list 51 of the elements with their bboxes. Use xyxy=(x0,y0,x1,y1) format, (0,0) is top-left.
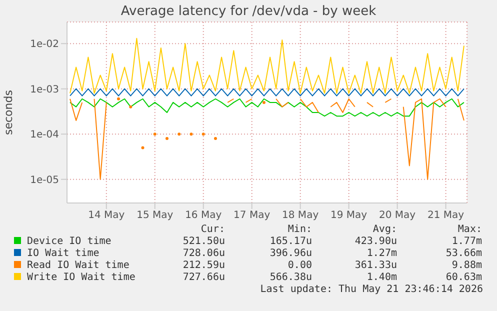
point xyxy=(166,136,168,140)
point xyxy=(214,136,217,140)
text: Avg: xyxy=(372,224,397,235)
text: 728.06u xyxy=(182,248,225,259)
x-tick-label: 14 May xyxy=(88,210,125,222)
legend-label: Device IO time xyxy=(26,236,112,247)
y-tick-label: 1e-02 xyxy=(30,39,59,50)
x-tick-label: 15 May xyxy=(136,210,174,222)
text: Cur: xyxy=(200,224,225,235)
point xyxy=(202,132,205,136)
y-tick-label: 1e-05 xyxy=(30,174,59,186)
text: Max: xyxy=(456,224,482,235)
point xyxy=(141,146,144,150)
text: 1.27m xyxy=(366,248,397,259)
point xyxy=(117,97,120,100)
y-tick-label: 1e-03 xyxy=(30,84,59,96)
y-tick-label: 1e-04 xyxy=(30,130,59,141)
text: 566.38u xyxy=(268,272,312,283)
text: 0.00 xyxy=(286,260,312,271)
x-tick-label: 16 May xyxy=(185,210,222,222)
text: 521.50u xyxy=(182,236,225,247)
legend-label: IO Wait time xyxy=(26,248,100,259)
point xyxy=(129,105,132,108)
text: 1.40m xyxy=(366,272,397,283)
text: 9.88m xyxy=(450,260,482,271)
x-tick-label: 17 May xyxy=(234,210,270,222)
point xyxy=(262,100,266,104)
x-tick-label: 21 May xyxy=(428,210,464,222)
text: 53.66m xyxy=(444,248,482,259)
text: 727.66u xyxy=(182,272,225,283)
point xyxy=(178,132,181,136)
text: 1.77m xyxy=(450,236,482,247)
line-series xyxy=(70,38,464,94)
text: 60.63m xyxy=(444,272,482,283)
legend-label: Write IO Wait time xyxy=(26,272,136,283)
point xyxy=(190,132,193,136)
text: Min: xyxy=(286,224,312,235)
y-axis-title: seconds xyxy=(2,90,15,135)
point xyxy=(153,132,156,136)
x-tick-label: 18 May xyxy=(282,210,319,222)
x-tick-label: 19 May xyxy=(330,210,368,222)
text: 423.90u xyxy=(354,236,397,247)
text: 165.17u xyxy=(268,236,312,247)
x-tick-label: 20 May xyxy=(379,210,416,222)
text: 396.96u xyxy=(268,248,312,259)
chart-title: Average latency for /dev/vda - by week xyxy=(120,4,378,19)
text: Last update: Thu May 21 23:46:14 2026 xyxy=(260,284,483,295)
text: 212.59u xyxy=(182,260,225,271)
text: 361.33u xyxy=(354,260,397,271)
line-series xyxy=(70,98,464,117)
legend-label: Read IO Wait time xyxy=(26,260,130,271)
